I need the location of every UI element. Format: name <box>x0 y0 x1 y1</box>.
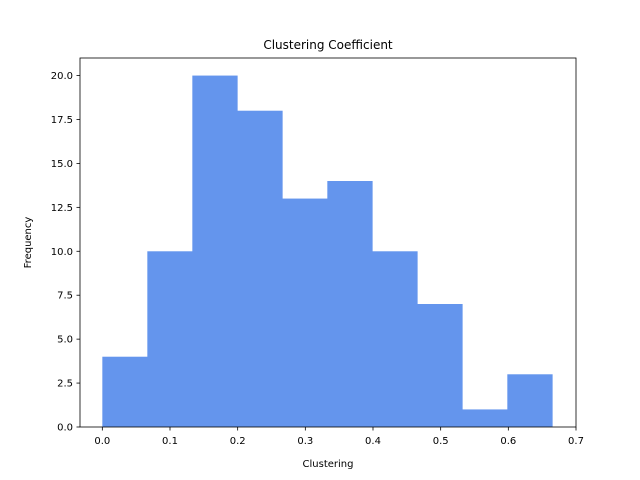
chart-title: Clustering Coefficient <box>263 38 393 52</box>
y-tick-label: 17.5 <box>51 115 73 126</box>
y-tick-label: 2.5 <box>57 379 73 390</box>
y-tick-label: 15.0 <box>51 159 73 170</box>
y-tick-label: 0.0 <box>57 423 73 434</box>
histogram-bar <box>417 304 463 427</box>
histogram-bar <box>507 374 553 427</box>
y-tick-label: 5.0 <box>57 335 73 346</box>
plot-frame <box>79 57 577 428</box>
x-tick-label: 0.5 <box>433 436 449 447</box>
y-axis-ticks: 0.0 2.5 5.0 7.5 10.0 12.5 15.0 17.5 20.0 <box>51 71 80 434</box>
x-tick-label: 0.4 <box>365 436 381 447</box>
histogram-bar <box>282 198 328 427</box>
y-tick-label: 12.5 <box>51 203 73 214</box>
histogram-bar <box>372 251 418 427</box>
histogram-bar <box>462 409 508 427</box>
bars-group <box>102 75 553 428</box>
x-axis-ticks: 0.0 0.1 0.2 0.3 0.4 0.5 0.6 0.7 <box>94 427 584 447</box>
histogram-bar <box>147 251 193 427</box>
histogram-bar <box>327 181 373 427</box>
x-tick-label: 0.3 <box>297 436 313 447</box>
y-tick-label: 20.0 <box>51 71 73 82</box>
y-tick-label: 7.5 <box>57 291 73 302</box>
y-axis-label: Frequency <box>23 217 34 269</box>
x-tick-label: 0.6 <box>500 436 516 447</box>
x-tick-label: 0.7 <box>568 436 584 447</box>
histogram-bar <box>237 110 283 428</box>
y-tick-label: 10.0 <box>51 247 73 258</box>
x-tick-label: 0.2 <box>230 436 246 447</box>
x-tick-label: 0.1 <box>162 436 178 447</box>
x-tick-label: 0.0 <box>94 436 110 447</box>
x-axis-label: Clustering <box>303 459 354 470</box>
histogram-bar <box>102 356 148 427</box>
histogram-bar <box>192 75 238 427</box>
